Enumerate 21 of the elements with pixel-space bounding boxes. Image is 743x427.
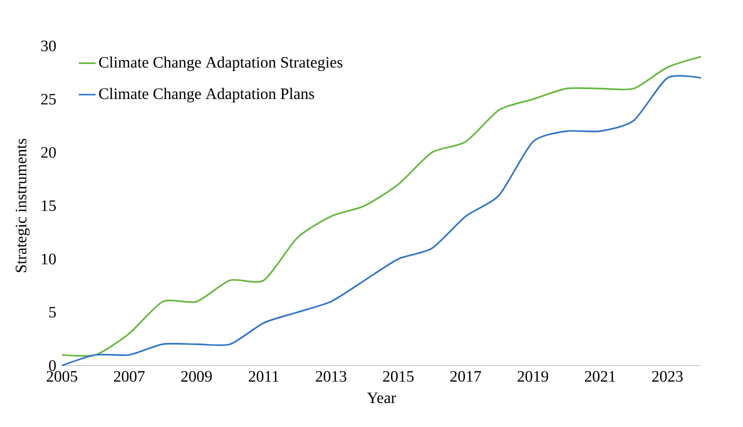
- y-tick-label: 0: [49, 360, 56, 371]
- y-axis-title: Strategic instruments: [16, 138, 30, 272]
- y-tick-label: 25: [41, 94, 56, 104]
- x-tick-label: 2011: [248, 370, 278, 382]
- x-tick-label: 2015: [383, 370, 414, 382]
- x-tick-label: 2019: [518, 370, 548, 382]
- x-axis-title: Year: [366, 392, 396, 403]
- x-tick-label: 2017: [450, 370, 482, 382]
- x-tick-label: 2005: [46, 370, 78, 382]
- x-tick-label: 2007: [114, 370, 145, 382]
- legend-label: Climate Change Adaptation Plans: [99, 88, 314, 102]
- legend-label: Climate Change Adaptation Strategies: [99, 56, 342, 71]
- x-tick-label: 2013: [316, 370, 346, 382]
- x-tick-label: 2021: [584, 370, 616, 382]
- y-tick-label: 20: [41, 146, 56, 158]
- x-tick-label: 2009: [181, 370, 212, 382]
- y-tick-label: 5: [49, 306, 56, 318]
- y-tick-label: 15: [42, 200, 56, 211]
- x-tick-label: 2023: [652, 370, 683, 382]
- y-tick-label: 10: [42, 253, 56, 264]
- y-tick-label: 30: [41, 40, 56, 52]
